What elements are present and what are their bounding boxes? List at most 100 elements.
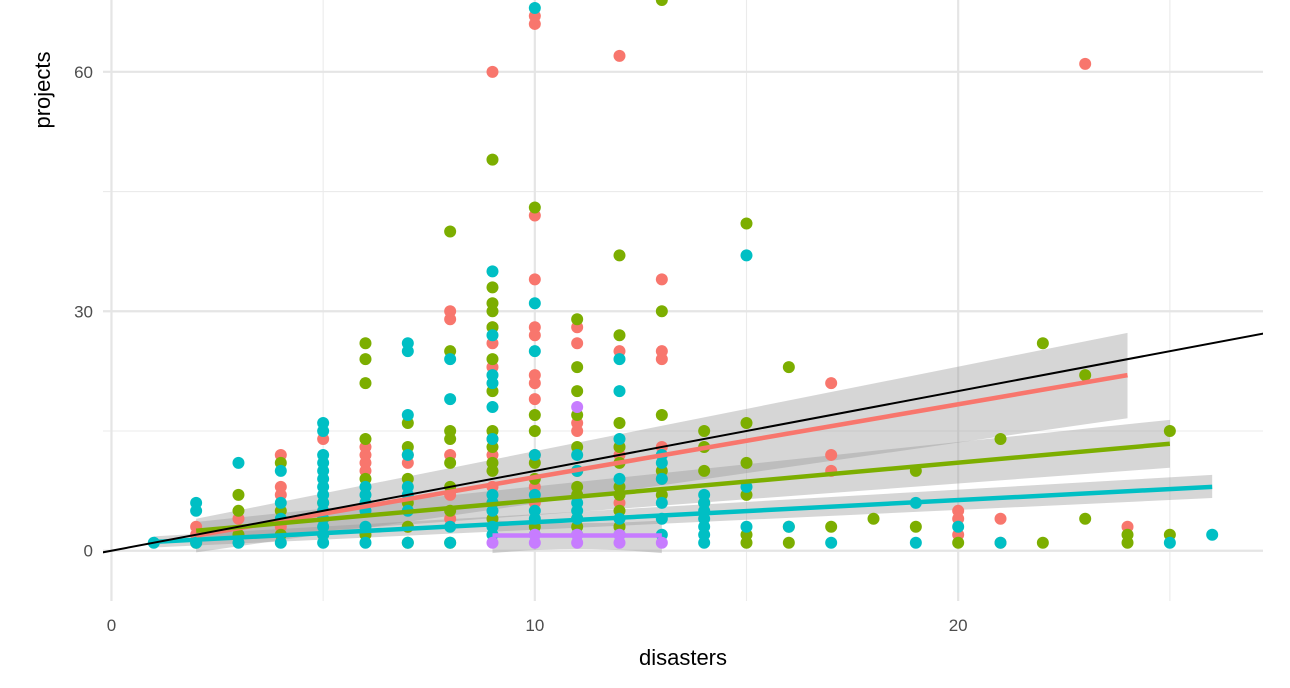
green-point <box>486 464 499 477</box>
cyan-point <box>528 488 541 501</box>
green-point <box>782 361 795 374</box>
red-point <box>825 377 838 390</box>
purple-point <box>486 536 499 549</box>
purple-point <box>655 536 668 549</box>
cyan-point <box>274 536 287 549</box>
green-point <box>655 305 668 318</box>
green-point <box>1079 512 1092 525</box>
cyan-point <box>401 536 414 549</box>
cyan-point <box>232 456 245 469</box>
red-point <box>1079 57 1092 70</box>
x-axis-title: disasters <box>639 645 727 670</box>
green-point <box>486 305 499 318</box>
green-point <box>740 456 753 469</box>
green-point <box>359 353 372 366</box>
red-point <box>571 337 584 350</box>
green-point <box>1036 337 1049 350</box>
y-tick-label: 30 <box>74 302 93 321</box>
green-point <box>571 361 584 374</box>
green-point <box>1036 536 1049 549</box>
red-point <box>994 512 1007 525</box>
purple-point <box>571 401 584 414</box>
green-point <box>486 281 499 294</box>
cyan-point <box>444 393 457 406</box>
y-axis-ticks: 0 30 60 <box>74 63 93 561</box>
cyan-point <box>486 504 499 517</box>
green-point <box>486 353 499 366</box>
green-point <box>909 520 922 533</box>
red-point <box>528 329 541 342</box>
x-tick-label: 20 <box>949 616 968 635</box>
cyan-point <box>317 424 330 437</box>
cyan-point <box>613 432 626 445</box>
green-point <box>740 417 753 430</box>
green-point <box>698 424 711 437</box>
green-point <box>232 488 245 501</box>
cyan-point <box>655 472 668 485</box>
cyan-point <box>1206 528 1219 541</box>
green-point <box>359 432 372 445</box>
cyan-point <box>444 536 457 549</box>
red-point <box>655 273 668 286</box>
cyan-point <box>994 536 1007 549</box>
red-point <box>528 17 541 30</box>
y-tick-label: 0 <box>84 542 93 561</box>
red-point <box>825 448 838 461</box>
cyan-trend-line <box>153 484 1213 545</box>
red-point <box>613 49 626 62</box>
cyan-point <box>486 377 499 390</box>
cyan-point <box>740 249 753 262</box>
green-point <box>359 337 372 350</box>
green-point <box>571 313 584 326</box>
cyan-point <box>952 520 965 533</box>
green-trend-line <box>195 441 1171 534</box>
red-point <box>571 424 584 437</box>
green-point <box>571 385 584 398</box>
red-point <box>444 313 457 326</box>
red-point <box>655 353 668 366</box>
green-point <box>359 377 372 390</box>
cyan-point <box>486 265 499 278</box>
cyan-point <box>528 345 541 358</box>
green-point <box>528 201 541 214</box>
green-point <box>444 225 457 238</box>
green-point <box>655 0 668 6</box>
green-point <box>825 520 838 533</box>
green-point <box>613 329 626 342</box>
green-point <box>867 512 880 525</box>
y-axis-title: projects <box>30 51 55 128</box>
cyan-point <box>486 401 499 414</box>
cyan-point <box>655 456 668 469</box>
green-point <box>952 536 965 549</box>
cyan-point <box>401 345 414 358</box>
green-point <box>528 424 541 437</box>
cyan-point <box>1163 536 1176 549</box>
red-trend-line <box>195 372 1128 538</box>
cyan-point <box>190 504 203 517</box>
green-point <box>444 456 457 469</box>
green-point <box>1163 424 1176 437</box>
cyan-point <box>401 409 414 422</box>
cyan-point <box>274 496 287 509</box>
cyan-point <box>274 464 287 477</box>
green-point <box>994 432 1007 445</box>
green-point <box>1121 536 1134 549</box>
green-point <box>444 432 457 445</box>
green-point <box>698 464 711 477</box>
red-point <box>528 393 541 406</box>
purple-point <box>571 536 584 549</box>
cyan-point <box>528 448 541 461</box>
green-point <box>613 417 626 430</box>
green-point <box>1079 369 1092 382</box>
reference-line <box>103 332 1263 554</box>
y-tick-label: 60 <box>74 63 93 82</box>
cyan-point <box>782 520 795 533</box>
cyan-point <box>613 385 626 398</box>
cyan-point <box>401 448 414 461</box>
cyan-point <box>909 536 922 549</box>
cyan-point <box>825 536 838 549</box>
cyan-point <box>359 536 372 549</box>
x-tick-label: 0 <box>107 616 116 635</box>
red-point <box>528 377 541 390</box>
x-tick-label: 10 <box>525 616 544 635</box>
